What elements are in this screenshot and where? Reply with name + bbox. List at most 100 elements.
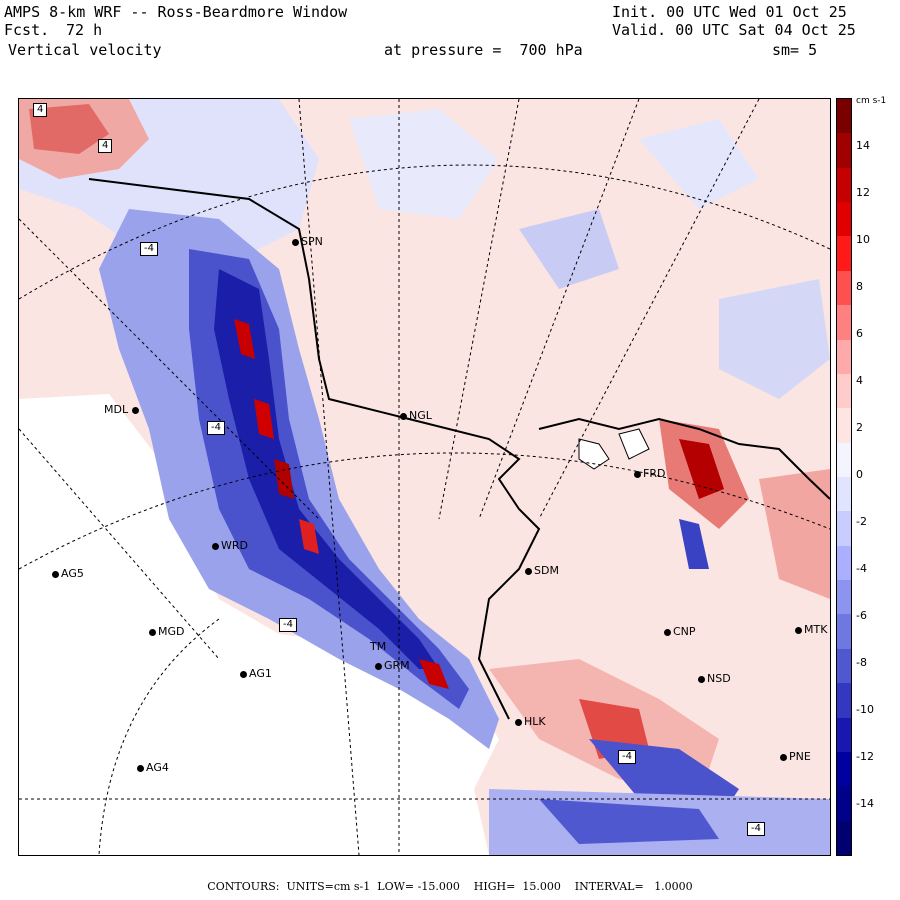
coastline [618, 428, 650, 460]
station-HLK: HLK [515, 716, 546, 728]
station-MGD: MGD [149, 626, 185, 638]
colorbar-tick-label: 8 [856, 280, 863, 293]
colorbar-tick-label: 2 [856, 421, 863, 434]
station-GRM: GRM [375, 660, 410, 672]
station-marker-icon [664, 629, 671, 636]
colorbar-segment [837, 133, 851, 169]
colorbar-segment [837, 545, 851, 581]
station-label: FRD [643, 467, 666, 480]
contour-label: 4 [33, 103, 48, 117]
variable-name: Vertical velocity [8, 41, 162, 59]
station-NGL: NGL [400, 410, 432, 422]
station-label: SPN [301, 235, 323, 248]
station-SDM: SDM [525, 565, 559, 577]
station-marker-icon [52, 571, 59, 578]
smoothing-value: sm= 5 [772, 41, 818, 59]
colorbar-tick-label: 10 [856, 233, 870, 246]
field-patch [254, 399, 274, 439]
station-PNE: PNE [780, 751, 811, 763]
field-patch [539, 799, 719, 844]
station-label: NSD [707, 672, 731, 685]
field-patch [679, 439, 724, 499]
station-MDL: MDL [104, 404, 141, 416]
colorbar-segment [837, 614, 851, 650]
field-patch [519, 209, 619, 289]
colorbar-segment [837, 820, 851, 856]
contour-label: -4 [747, 822, 765, 836]
field-patch [29, 104, 109, 154]
colorbar-segment [837, 167, 851, 203]
station-CNP: CNP [664, 626, 696, 638]
station-marker-icon [212, 543, 219, 550]
contour-label: -4 [618, 750, 636, 764]
station-marker-icon [240, 671, 247, 678]
station-AG4: AG4 [137, 762, 169, 774]
colorbar-tick-label: -8 [856, 656, 867, 669]
station-marker-icon [375, 663, 382, 670]
colorbar-tick-label: -14 [856, 797, 874, 810]
colorbar-tick-label: -10 [856, 703, 874, 716]
field-patch [214, 269, 439, 669]
colorbar-segment [837, 717, 851, 753]
colorbar-segment [837, 648, 851, 684]
station-MTK: MTK [795, 624, 827, 636]
colorbar-segment [837, 339, 851, 375]
colorbar-segment [837, 270, 851, 306]
station-SPN: SPN [292, 236, 323, 248]
station-label: TM [370, 640, 387, 653]
station-TM: TM [370, 641, 386, 653]
field-patch [719, 279, 830, 399]
vertical-velocity-field [19, 99, 830, 855]
field-patch [299, 519, 319, 554]
station-label: NGL [409, 409, 432, 422]
station-label: AG1 [249, 667, 272, 680]
forecast-hours: 72 h [66, 21, 103, 39]
station-marker-icon [400, 413, 407, 420]
station-WRD: WRD [212, 540, 248, 552]
station-marker-icon [132, 407, 140, 414]
station-marker-icon [525, 568, 532, 575]
colorbar-segment [837, 580, 851, 615]
field-patch [234, 319, 255, 359]
station-label: MGD [158, 625, 185, 638]
colorbar-segment [837, 305, 851, 341]
station-label: MDL [104, 403, 129, 416]
station-NSD: NSD [698, 673, 731, 685]
station-label: MTK [804, 623, 828, 636]
station-marker-icon [634, 471, 641, 478]
colorbar-segment [837, 408, 851, 444]
station-label: WRD [221, 539, 248, 552]
contour-label: -4 [207, 421, 225, 435]
map-title: AMPS 8-km WRF -- Ross-Beardmore Window [4, 3, 348, 21]
station-marker-icon [780, 754, 787, 761]
station-label: GRM [384, 659, 410, 672]
colorbar-segment [837, 511, 851, 547]
colorbar-tick-label: -12 [856, 750, 874, 763]
station-AG1: AG1 [240, 668, 272, 680]
contour-label: -4 [140, 242, 158, 256]
pressure-level: at pressure = 700 hPa [384, 41, 583, 59]
map-panel [18, 98, 831, 856]
colorbar-segment [837, 786, 851, 822]
station-label: SDM [534, 564, 559, 577]
coastline [538, 417, 830, 500]
colorbar-segment [837, 751, 851, 787]
colorbar-tick-label: -6 [856, 609, 867, 622]
field-patch [759, 469, 830, 599]
field-patch [419, 659, 449, 689]
colorbar [836, 98, 852, 856]
colorbar-segment [837, 99, 851, 134]
colorbar-tick-label: 0 [856, 468, 863, 481]
station-marker-icon [698, 676, 705, 683]
station-AG5: AG5 [52, 568, 84, 580]
station-marker-icon [149, 629, 156, 636]
station-marker-icon [292, 239, 299, 246]
colorbar-tick-label: 4 [856, 374, 863, 387]
colorbar-segment [837, 202, 851, 237]
colorbar-tick-label: 6 [856, 327, 863, 340]
valid-time: Valid. 00 UTC Sat 04 Oct 25 [612, 21, 856, 39]
contour-label: 4 [98, 139, 113, 153]
station-marker-icon [137, 765, 144, 772]
field-patch [639, 119, 759, 209]
field-patch [679, 519, 709, 569]
